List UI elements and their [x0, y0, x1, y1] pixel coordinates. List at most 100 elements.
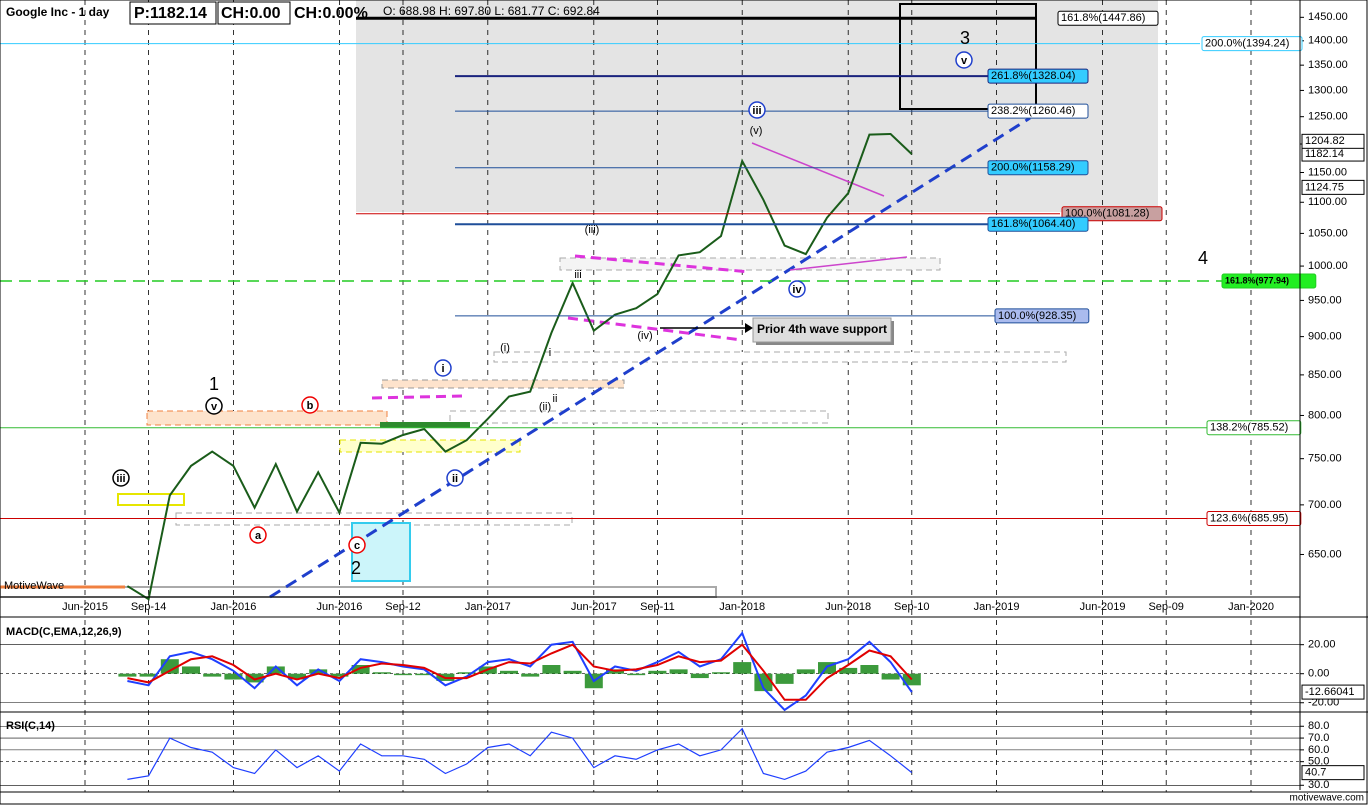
wave-label: iii [116, 473, 125, 485]
histogram-bar [669, 669, 688, 674]
header-change-pct: CH:0.00% [294, 5, 368, 22]
value-box [1301, 684, 1365, 700]
histogram-bar [139, 673, 158, 677]
header-price: P:1182.14 [134, 5, 207, 22]
y-tick-label: 1150.00 [1308, 166, 1347, 178]
channel-line [567, 316, 743, 342]
histogram-bar [690, 673, 709, 679]
x-tick-label: Jan-2018 [719, 601, 765, 613]
header-box [129, 1, 217, 25]
wave-circle [788, 280, 806, 298]
level-label: 261.8%(1328.04) [991, 70, 1075, 82]
x-tick-label: Jan-2020 [1228, 601, 1274, 613]
histogram-bar [860, 665, 879, 674]
wave-label: (v) [750, 125, 763, 137]
level-label-box [1206, 420, 1302, 436]
y-tick-label: 50.0 [1308, 756, 1329, 768]
wave-label: (ii) [539, 401, 551, 413]
value-label: -12.66041 [1305, 686, 1355, 698]
wave-label: c [354, 540, 360, 552]
wave-label: iii [574, 269, 581, 281]
level-label-box [987, 103, 1089, 119]
wave-label: i [549, 347, 551, 359]
wave-label: ii [553, 393, 558, 405]
histogram-bar [500, 670, 518, 674]
wave-label: 4 [1198, 248, 1208, 268]
value-box [1301, 133, 1365, 149]
y-tick-label: 20.00 [1308, 639, 1336, 651]
level-label-box [987, 216, 1089, 232]
value-label: 1182.14 [1305, 148, 1344, 160]
wave-circle [446, 469, 464, 487]
zone-box [146, 410, 388, 426]
zone-box [117, 493, 185, 506]
macd-title: MACD(C,EMA,12,26,9) [6, 626, 122, 638]
value-box [1301, 765, 1365, 781]
value-box [1301, 179, 1365, 195]
x-tick-label: Sep-10 [894, 601, 929, 613]
x-tick-label: Sep-11 [640, 601, 675, 613]
histogram-bar [542, 665, 561, 674]
rsi-line [127, 727, 913, 781]
y-tick-label: 70.0 [1308, 732, 1329, 744]
histogram-bar [457, 672, 476, 674]
histogram-bar [902, 673, 921, 686]
x-tick-label: Sep-12 [385, 601, 420, 613]
zone-box [449, 410, 829, 424]
histogram-bar [118, 673, 137, 677]
wave-circle [249, 526, 267, 544]
header-box [217, 1, 291, 25]
histogram-bar [648, 670, 667, 674]
level-label: 100.0%(928.35) [998, 310, 1076, 322]
value-label: 40.7 [1305, 767, 1326, 779]
histogram-bar [288, 673, 306, 680]
zone-box [381, 379, 625, 389]
level-label-box [987, 68, 1089, 84]
wave-circle [301, 396, 319, 414]
wave-circle [748, 101, 766, 119]
wave-label: ii [452, 473, 458, 485]
level-label-box [1206, 510, 1302, 526]
level-label: 123.6%(685.95) [1210, 512, 1288, 524]
wave-circle [434, 359, 452, 377]
level-label: 161.8%(977.94) [1225, 275, 1289, 285]
level-label-box [1221, 273, 1317, 289]
histogram-bar [796, 669, 815, 674]
y-tick-label: -20.00 [1308, 697, 1339, 709]
level-label: 161.8%(1064.40) [991, 218, 1075, 230]
wave-label: 1 [209, 374, 219, 394]
x-tick-label: Sep-09 [1148, 601, 1183, 613]
histogram-bar [839, 667, 858, 674]
chart-title: Google Inc - 1 day [6, 5, 110, 19]
level-label-box [1201, 36, 1303, 52]
wedge-line [789, 256, 908, 271]
y-tick-label: 950.00 [1308, 294, 1342, 306]
level-label-box [1057, 10, 1159, 26]
wave-label: 2 [351, 558, 361, 578]
x-tick-label: Jan-2016 [210, 601, 256, 613]
histogram-bar [712, 672, 730, 674]
histogram-bar [245, 673, 264, 683]
histogram-bar [182, 666, 200, 674]
level-label-box [987, 160, 1089, 176]
y-tick-label: 30.0 [1308, 779, 1329, 791]
wave-circle [955, 51, 973, 69]
zone-box [559, 257, 941, 271]
header-change: CH:0.00 [221, 5, 281, 22]
histogram-bar [351, 665, 370, 674]
price-line [126, 132, 913, 601]
y-tick-label: 1050.00 [1308, 227, 1348, 239]
y-tick-label: 1250.00 [1308, 111, 1348, 123]
level-label: 138.2%(785.52) [1210, 422, 1288, 434]
histogram-bar [415, 673, 434, 676]
wave-circle [205, 397, 223, 415]
y-tick-label: 1100.00 [1308, 196, 1347, 208]
wave-label: a [255, 530, 262, 542]
wedge-line [751, 142, 885, 197]
histogram-bar [775, 673, 794, 684]
y-tick-label: 1450.00 [1308, 11, 1348, 23]
footer: motivewave.com [1290, 793, 1364, 804]
channel-line [574, 254, 751, 274]
level-label: 100.0%(1081.28) [1065, 208, 1149, 220]
